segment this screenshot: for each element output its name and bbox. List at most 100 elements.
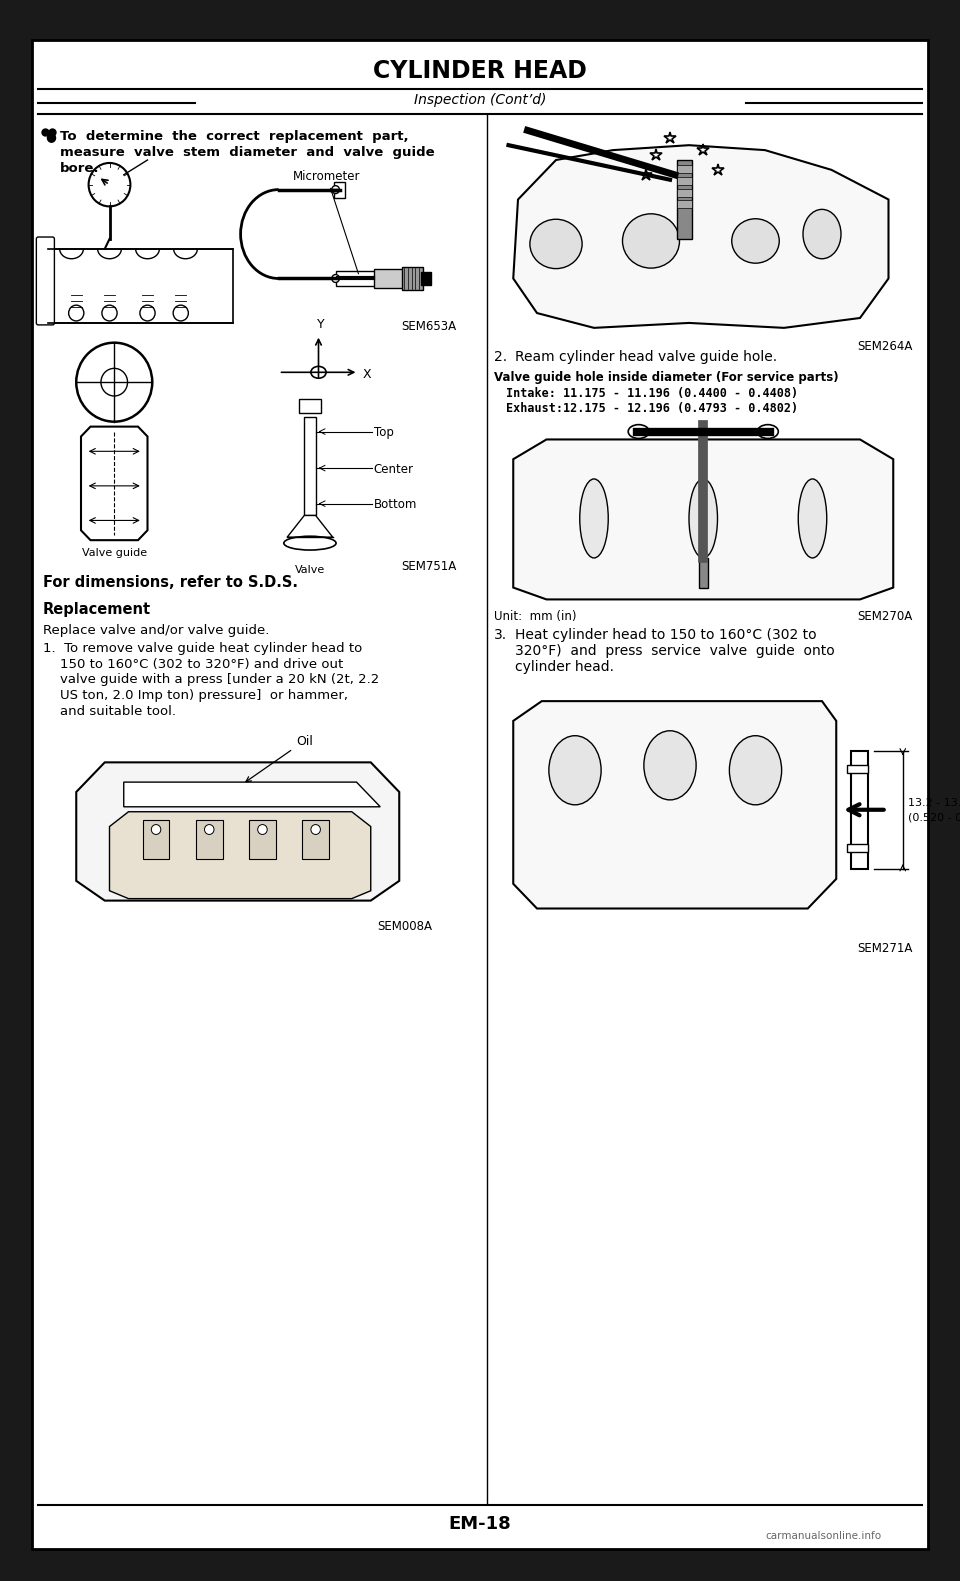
Text: 2.: 2. — [494, 349, 508, 364]
Text: Center: Center — [373, 463, 414, 476]
Text: 1.  To remove valve guide heat cylinder head to: 1. To remove valve guide heat cylinder h… — [43, 642, 362, 655]
Bar — [336, 270, 393, 286]
Text: SEM008A: SEM008A — [377, 920, 433, 933]
Circle shape — [88, 163, 131, 207]
Circle shape — [311, 825, 321, 835]
Text: ●: ● — [45, 130, 56, 144]
Bar — [677, 188, 692, 196]
Text: SEM271A: SEM271A — [857, 942, 912, 955]
Ellipse shape — [644, 730, 696, 800]
Bar — [402, 267, 423, 291]
Text: 3.: 3. — [494, 628, 508, 642]
Text: Micrometer: Micrometer — [293, 169, 360, 274]
Text: 320°F)  and  press  service  valve  guide  onto: 320°F) and press service valve guide ont… — [516, 643, 835, 658]
Bar — [302, 819, 329, 858]
Polygon shape — [124, 783, 380, 806]
Bar — [677, 177, 692, 185]
Text: Ream cylinder head valve guide hole.: Ream cylinder head valve guide hole. — [516, 349, 778, 364]
Bar — [847, 765, 868, 773]
Text: Replace valve and/or valve guide.: Replace valve and/or valve guide. — [43, 624, 270, 637]
Polygon shape — [514, 700, 836, 909]
Ellipse shape — [530, 220, 582, 269]
Text: SEM653A: SEM653A — [401, 319, 456, 334]
Bar — [373, 269, 407, 288]
Bar — [250, 819, 276, 858]
Polygon shape — [514, 145, 889, 327]
Text: Replacement: Replacement — [43, 602, 151, 618]
Ellipse shape — [549, 735, 601, 805]
Polygon shape — [76, 762, 399, 901]
Text: cylinder head.: cylinder head. — [516, 659, 614, 674]
Text: SEM751A: SEM751A — [401, 560, 456, 572]
Text: SEM264A: SEM264A — [857, 340, 912, 353]
Text: Intake:: Intake: — [506, 387, 556, 400]
Text: Valve guide: Valve guide — [82, 549, 147, 558]
Text: To  determine  the  correct  replacement  part,: To determine the correct replacement par… — [60, 130, 409, 144]
Circle shape — [332, 275, 340, 283]
Ellipse shape — [689, 479, 717, 558]
Polygon shape — [287, 515, 333, 538]
Text: CYLINDER HEAD: CYLINDER HEAD — [373, 58, 587, 84]
Polygon shape — [514, 440, 893, 599]
Circle shape — [332, 185, 340, 193]
Ellipse shape — [628, 425, 649, 438]
Ellipse shape — [757, 425, 779, 438]
Ellipse shape — [311, 367, 326, 378]
Text: measure  valve  stem  diameter  and  valve  guide: measure valve stem diameter and valve gu… — [60, 145, 435, 160]
Text: EM-18: EM-18 — [448, 1515, 512, 1534]
Text: 12.175 - 12.196 (0.4793 - 0.4802): 12.175 - 12.196 (0.4793 - 0.4802) — [563, 402, 798, 414]
Ellipse shape — [732, 218, 780, 262]
Circle shape — [102, 305, 117, 321]
Text: Valve: Valve — [295, 564, 325, 575]
Circle shape — [204, 825, 214, 835]
Bar — [421, 272, 431, 286]
Ellipse shape — [730, 735, 781, 805]
Ellipse shape — [580, 479, 609, 558]
Text: Unit:  mm (in): Unit: mm (in) — [494, 610, 577, 623]
Circle shape — [76, 343, 153, 422]
Polygon shape — [81, 427, 148, 541]
Text: carmanualsonline.info: carmanualsonline.info — [765, 1530, 881, 1540]
Circle shape — [140, 305, 156, 321]
Text: SEM270A: SEM270A — [857, 610, 912, 623]
Text: 11.175 - 11.196 (0.4400 - 0.4408): 11.175 - 11.196 (0.4400 - 0.4408) — [563, 387, 798, 400]
Ellipse shape — [284, 536, 336, 550]
Text: (0.520 - 0.528 in): (0.520 - 0.528 in) — [908, 813, 960, 822]
Bar — [847, 844, 868, 852]
Bar — [499, 120, 912, 334]
Bar — [304, 417, 316, 515]
Text: Inspection (Cont’d): Inspection (Cont’d) — [414, 93, 546, 108]
Text: Bottom: Bottom — [373, 498, 417, 511]
Bar — [499, 681, 912, 933]
FancyBboxPatch shape — [36, 237, 55, 326]
Bar — [677, 164, 692, 172]
Circle shape — [101, 368, 128, 395]
Bar — [48, 248, 233, 323]
Bar — [299, 398, 322, 413]
Text: X: X — [362, 368, 371, 381]
Bar — [143, 819, 169, 858]
Bar — [196, 819, 223, 858]
Text: Y: Y — [317, 318, 324, 330]
Text: Oil: Oil — [246, 735, 313, 781]
Circle shape — [152, 825, 160, 835]
Text: and suitable tool.: and suitable tool. — [43, 705, 176, 718]
Text: For dimensions, refer to S.D.S.: For dimensions, refer to S.D.S. — [43, 575, 298, 590]
Bar — [334, 182, 345, 198]
Bar — [499, 419, 912, 602]
Bar — [699, 558, 708, 588]
Text: bore.: bore. — [60, 161, 100, 175]
Circle shape — [69, 305, 84, 321]
Text: 150 to 160°C (302 to 320°F) and drive out: 150 to 160°C (302 to 320°F) and drive ou… — [43, 658, 344, 670]
Text: Exhaust:: Exhaust: — [506, 402, 563, 414]
Circle shape — [257, 825, 267, 835]
Bar — [851, 751, 868, 870]
Text: 13.2 - 13.4 mm: 13.2 - 13.4 mm — [908, 798, 960, 808]
Bar — [677, 201, 692, 209]
Polygon shape — [109, 811, 371, 898]
Circle shape — [173, 305, 188, 321]
Ellipse shape — [803, 209, 841, 259]
Text: Heat cylinder head to 150 to 160°C (302 to: Heat cylinder head to 150 to 160°C (302 … — [516, 628, 817, 642]
Text: Valve guide hole inside diameter (For service parts): Valve guide hole inside diameter (For se… — [494, 372, 839, 384]
Ellipse shape — [622, 213, 680, 269]
